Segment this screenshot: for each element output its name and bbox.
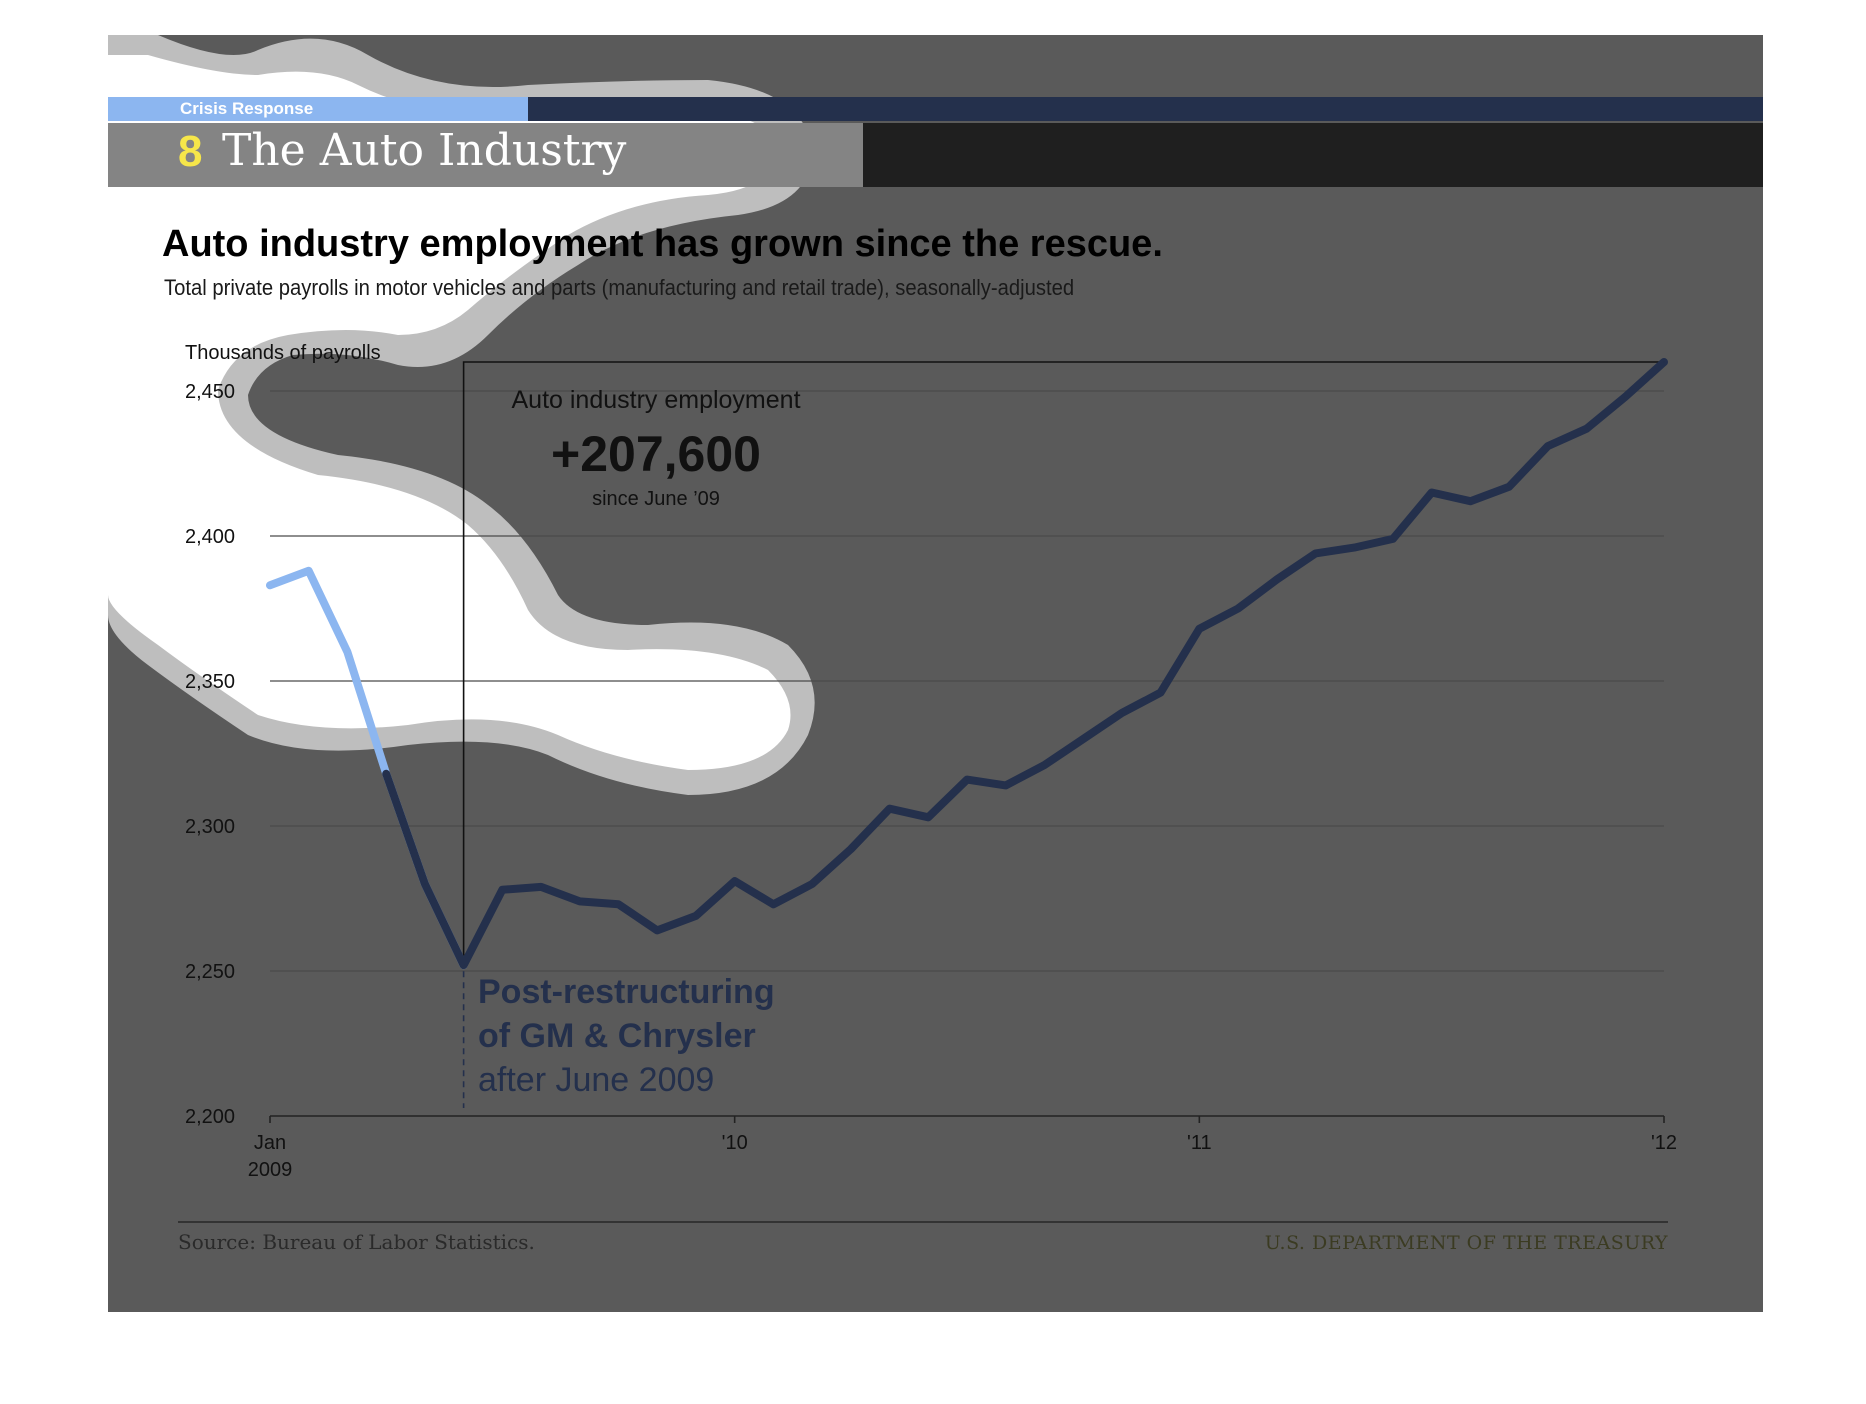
data-point bbox=[462, 964, 465, 967]
data-point bbox=[849, 848, 852, 851]
data-point bbox=[578, 900, 581, 903]
data-point bbox=[1082, 738, 1085, 740]
data-point bbox=[811, 883, 814, 885]
annotation-line-1: Post-restructuring bbox=[478, 973, 775, 1011]
post-restructuring-line bbox=[382, 358, 1668, 970]
callout-box: Auto industry employment +207,600 since … bbox=[511, 386, 800, 510]
kicker-band-highlight bbox=[108, 97, 528, 121]
x-tick-label: '11 bbox=[1187, 1132, 1212, 1154]
data-point bbox=[1585, 427, 1588, 430]
callout-frame bbox=[462, 361, 1664, 1108]
callout-frame-line bbox=[462, 361, 1664, 966]
annotation-line-3: after June 2009 bbox=[478, 1061, 714, 1099]
data-point bbox=[346, 651, 349, 653]
data-point bbox=[1198, 627, 1201, 630]
section-number: 8 bbox=[178, 127, 203, 176]
footer-rule bbox=[178, 1221, 1668, 1223]
callout-value: +207,600 bbox=[551, 426, 761, 482]
slide: Crisis Response 8 The Auto Industry Auto… bbox=[108, 35, 1763, 1312]
section-title: The Auto Industry bbox=[222, 125, 627, 176]
y-tick-label: 2,400 bbox=[185, 526, 235, 548]
data-point bbox=[1004, 784, 1007, 787]
x-tick-sublabel: 2009 bbox=[248, 1159, 293, 1181]
x-tick-label: '12 bbox=[1651, 1132, 1677, 1154]
headline: Auto industry employment has grown since… bbox=[162, 223, 1163, 265]
title-band-highlight bbox=[108, 123, 863, 187]
data-point bbox=[888, 807, 891, 810]
x-tick-label: '10 bbox=[722, 1132, 748, 1154]
employment-chart: 2,200 2,250 2,300 2,350 2,400 2,450 Jan 2009 '1… bbox=[185, 342, 1677, 1181]
kicker-label: Crisis Response bbox=[180, 99, 314, 118]
data-point bbox=[1120, 711, 1123, 714]
y-tick-label: 2,450 bbox=[185, 381, 235, 403]
annotation-line-2: of GM & Chrysler bbox=[478, 1017, 756, 1055]
data-point bbox=[1275, 578, 1278, 581]
data-point bbox=[501, 888, 504, 891]
data-point bbox=[1624, 395, 1627, 398]
data-point bbox=[540, 885, 543, 888]
y-tick-label: 2,200 bbox=[185, 1106, 235, 1128]
data-point bbox=[1546, 445, 1549, 448]
x-axis: Jan 2009 '10 '11 '12 bbox=[248, 1115, 1677, 1181]
data-point bbox=[1237, 607, 1240, 610]
data-point bbox=[1043, 764, 1046, 767]
data-point bbox=[694, 914, 697, 917]
data-point bbox=[772, 903, 775, 906]
data-point bbox=[1353, 546, 1356, 549]
background-blob bbox=[108, 35, 815, 795]
gridlines bbox=[270, 390, 1664, 972]
callout-label: Auto industry employment bbox=[511, 386, 800, 414]
data-point bbox=[733, 880, 736, 883]
data-point bbox=[1430, 491, 1433, 494]
y-axis-label: Thousands of payrolls bbox=[185, 342, 381, 364]
data-point bbox=[1663, 361, 1665, 363]
data-point bbox=[1159, 691, 1162, 694]
y-tick-label: 2,300 bbox=[185, 816, 235, 838]
data-point bbox=[307, 569, 310, 572]
x-tick-label: Jan bbox=[254, 1132, 286, 1154]
restructuring-annotation: Post-restructuring of GM & Chrysler afte… bbox=[478, 973, 775, 1099]
data-point bbox=[269, 584, 271, 587]
series-lines bbox=[266, 358, 1668, 970]
agency-name: U.S. DEPARTMENT OF THE TREASURY bbox=[1264, 1232, 1668, 1254]
y-tick-label: 2,250 bbox=[185, 961, 235, 983]
subhead: Total private payrolls in motor vehicles… bbox=[164, 275, 1075, 300]
callout-since: since June ’09 bbox=[592, 488, 720, 510]
data-point bbox=[385, 772, 388, 775]
data-point bbox=[617, 903, 620, 906]
y-tick-label: 2,350 bbox=[185, 671, 235, 693]
data-point bbox=[1508, 485, 1511, 488]
data-point bbox=[1314, 552, 1317, 555]
data-point bbox=[927, 816, 930, 819]
data-point bbox=[1391, 537, 1394, 540]
data-point bbox=[423, 883, 426, 885]
data-point bbox=[656, 929, 659, 932]
data-point bbox=[966, 778, 968, 781]
source-note: Source: Bureau of Labor Statistics. bbox=[178, 1230, 535, 1254]
y-tick-labels: 2,200 2,250 2,300 2,350 2,400 2,450 bbox=[185, 381, 235, 1128]
data-point bbox=[1469, 500, 1472, 503]
